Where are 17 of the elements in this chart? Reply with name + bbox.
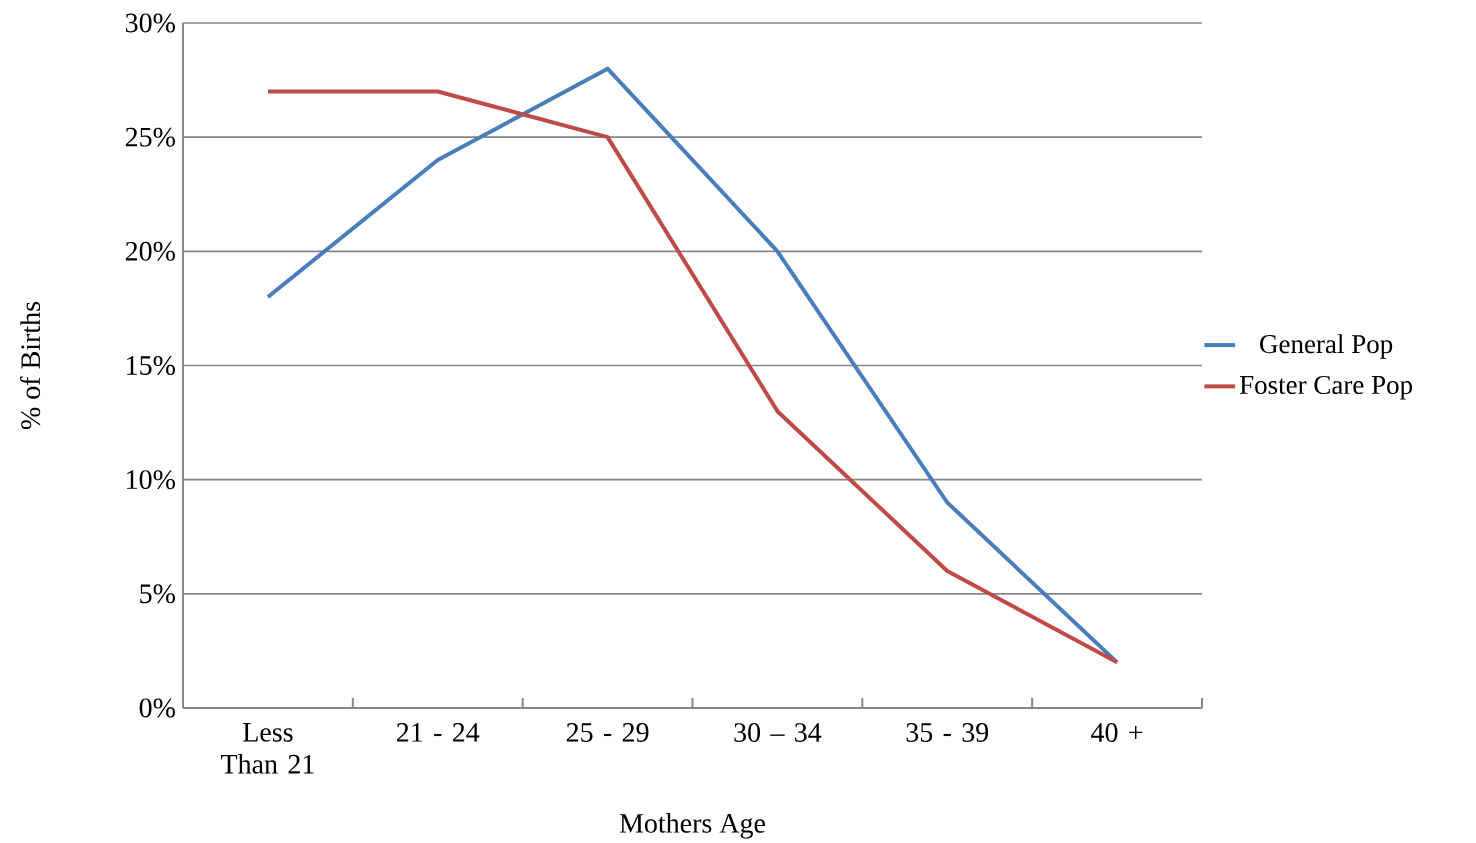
y-tick-label: 15%	[127, 356, 175, 375]
y-tick-label: 20%	[125, 241, 175, 261]
x-tick-label: Less Than 21	[220, 723, 314, 774]
y-tick-label: 10%	[127, 470, 175, 490]
x-tick-label: 40 +	[1091, 723, 1143, 742]
y-axis-title: % of Births	[20, 301, 41, 430]
x-tick-label: 21 - 24	[396, 723, 480, 742]
y-tick-label: 25%	[125, 127, 175, 147]
legend-label: Foster Care Pop	[1239, 375, 1413, 400]
y-tick-label: 5%	[140, 584, 175, 604]
x-tick-label: 35 - 39	[906, 723, 989, 742]
y-tick-label: 0%	[139, 698, 175, 718]
x-axis-title: Mothers Age	[619, 813, 765, 839]
legend-label: General Pop	[1260, 334, 1393, 359]
y-tick-label: 30%	[125, 13, 175, 33]
x-tick-label: 30 – 34	[734, 723, 822, 742]
x-tick-label: 25 - 29	[566, 723, 649, 742]
